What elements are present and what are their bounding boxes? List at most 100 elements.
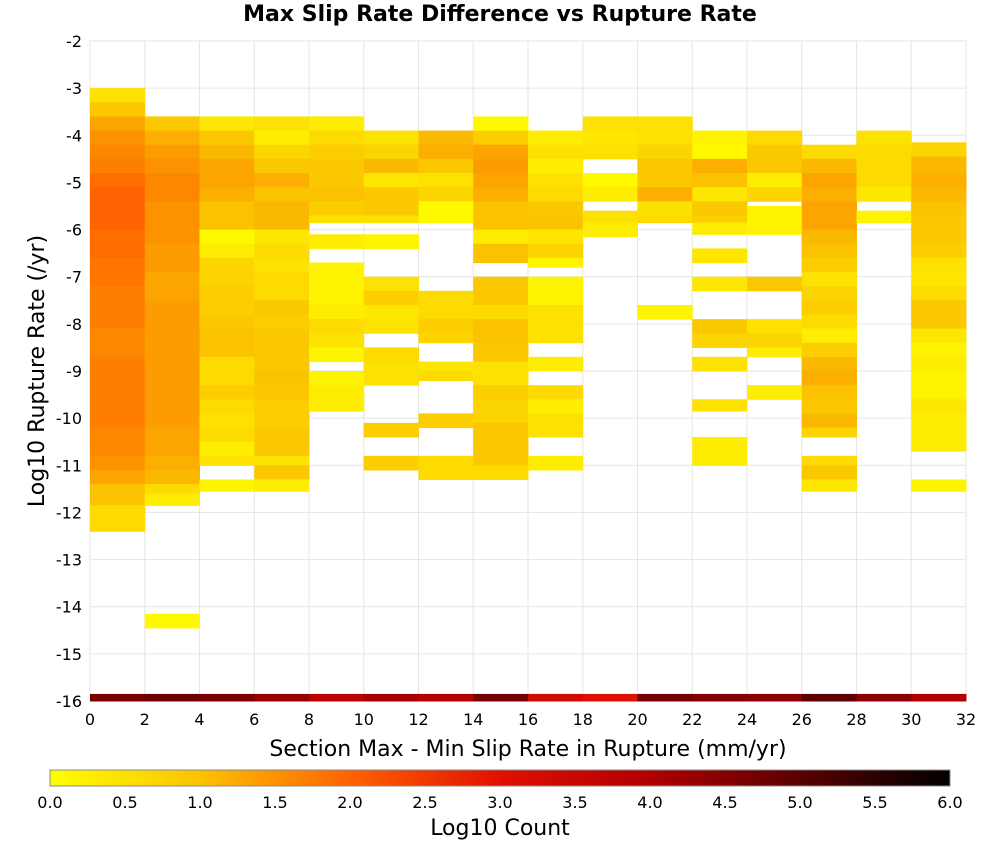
heatmap-cell (144, 130, 200, 146)
heatmap-cell (473, 215, 529, 231)
heatmap-cell (144, 484, 200, 495)
heatmap-cell (254, 158, 310, 174)
heatmap-cell (144, 257, 200, 273)
heatmap-cell (747, 347, 803, 358)
heatmap-cell (473, 229, 529, 245)
heatmap-cell (473, 130, 529, 146)
heatmap-cell (90, 243, 146, 259)
heatmap-cell (144, 243, 200, 259)
heatmap-cell (254, 385, 310, 400)
heatmap-cell (254, 173, 310, 188)
heatmap-cell (418, 413, 474, 429)
heatmap-cell (199, 215, 255, 231)
heatmap-cell (309, 371, 365, 386)
heatmap-cell (254, 479, 310, 492)
heatmap-cell (528, 130, 584, 146)
heatmap-cell (254, 187, 310, 202)
heatmap-cell (637, 173, 693, 188)
heatmap-cell (418, 187, 474, 202)
heatmap-cell (199, 342, 255, 358)
heatmap-cell (473, 361, 529, 386)
x-tick-label: 26 (792, 710, 812, 729)
heatmap-cell (363, 290, 419, 306)
heatmap-cell (692, 333, 748, 348)
heatmap-cell (582, 187, 638, 202)
heatmap-cell (637, 215, 693, 223)
heatmap-cell (144, 158, 200, 174)
heatmap-cell (911, 314, 967, 330)
heatmap-cell (911, 229, 967, 245)
heatmap-cell (692, 215, 748, 223)
heatmap-cell (254, 144, 310, 160)
heatmap-cell (90, 215, 146, 231)
heatmap-cell (528, 144, 584, 160)
heatmap-cell (911, 142, 967, 157)
heatmap-cell (418, 144, 474, 160)
heatmap-cell (309, 693, 365, 702)
heatmap-cell (254, 116, 310, 132)
heatmap-cell (473, 144, 529, 160)
heatmap-cell (363, 361, 419, 372)
heatmap-cell (254, 356, 310, 372)
heatmap-cell (144, 144, 200, 160)
heatmap-cell (856, 144, 912, 160)
heatmap-cell (90, 470, 146, 485)
heatmap-cell (692, 276, 748, 292)
heatmap-cell (747, 187, 803, 202)
heatmap-cell (254, 427, 310, 443)
heatmap-cell (801, 257, 857, 273)
heatmap-cell (90, 399, 146, 414)
heatmap-cell (254, 257, 310, 273)
heatmap-cell (473, 465, 529, 480)
heatmap-cell (309, 333, 365, 348)
heatmap-cell (473, 243, 529, 264)
heatmap-cell (144, 613, 200, 629)
heatmap-cell (692, 437, 748, 466)
heatmap-cell (363, 693, 419, 702)
y-tick-label: -12 (56, 503, 82, 522)
heatmap-cell (199, 272, 255, 287)
y-tick-label: -8 (66, 315, 82, 334)
x-tick-label: 18 (573, 710, 593, 729)
heatmap-cell (418, 305, 474, 320)
heatmap-cell (199, 116, 255, 132)
y-tick-label: -10 (56, 409, 82, 428)
heatmap-cell (199, 187, 255, 202)
heatmap-cell (528, 413, 584, 438)
heatmap-cell (199, 243, 255, 259)
heatmap-cell (582, 144, 638, 160)
heatmap-cell (911, 300, 967, 315)
heatmap-cell (199, 328, 255, 344)
heatmap-cell (90, 130, 146, 146)
heatmap-cell (144, 427, 200, 443)
y-tick-label: -7 (66, 268, 82, 287)
colorbar-tick-label: 2.5 (412, 793, 437, 812)
colorbar-tick-label: 5.5 (862, 793, 887, 812)
heatmap-cell (90, 257, 146, 273)
heatmap-cell (801, 300, 857, 315)
heatmap-cell (199, 201, 255, 216)
heatmap-cell (309, 319, 365, 334)
heatmap-cell (747, 130, 803, 146)
heatmap-cell (637, 693, 693, 702)
heatmap-cell (309, 173, 365, 188)
heatmap-cell (254, 455, 310, 466)
heatmap-cell (747, 276, 803, 292)
colorbar-label: Log10 Count (430, 816, 570, 841)
heatmap-cell (199, 286, 255, 301)
heatmap-cell (473, 201, 529, 216)
heatmap-cell (801, 342, 857, 358)
heatmap-cell (637, 130, 693, 146)
heatmap-cell (418, 130, 474, 146)
heatmap-cell (692, 130, 748, 146)
y-tick-label: -13 (56, 551, 82, 570)
heatmap-cell (309, 399, 365, 412)
heatmap-cell (473, 276, 529, 306)
heatmap-cell (528, 201, 584, 216)
heatmap-cell (199, 158, 255, 174)
heatmap-cell (90, 427, 146, 443)
heatmap-cell (309, 290, 365, 306)
heatmap-cell (582, 210, 638, 223)
colorbar-tick-label: 0.0 (37, 793, 62, 812)
heatmap-cell (90, 413, 146, 429)
